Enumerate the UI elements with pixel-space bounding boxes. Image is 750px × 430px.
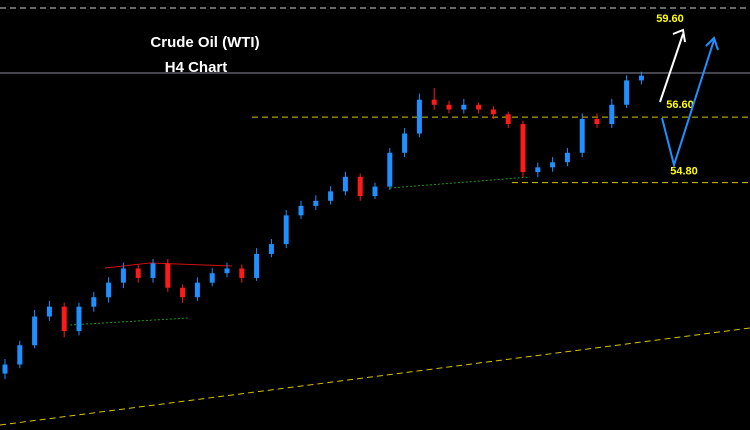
candle-body [342,176,348,192]
candle-body [17,345,23,365]
candle-body [520,124,526,173]
candle-body [239,268,245,278]
candle-body [431,99,437,105]
candle-body [461,104,467,110]
level-label: 56.60 [666,99,694,111]
candle-body [505,114,511,125]
candle-body [638,75,644,81]
level-label: 59.60 [656,13,684,25]
trend-line [0,327,750,426]
candle-body [194,282,200,298]
resistance-line [104,262,233,269]
candle-body [372,186,378,197]
candle-body [624,80,630,105]
support-dots [389,176,531,189]
candle-body [76,306,82,332]
candle-body [32,316,38,346]
candle-body [535,167,541,173]
candle-body [550,162,556,168]
candle-body [357,176,363,197]
candle-body [313,200,319,206]
candle-body [283,215,289,245]
candle-body [402,133,408,153]
plot: 59.60 56.60 54.80 [0,7,750,380]
candle-body [446,104,452,110]
level-label: 54.80 [670,166,698,178]
candle-body [120,268,126,283]
arrow-head [672,28,686,43]
chart-subtitle: H4 Chart [165,59,228,76]
candle-body [579,118,585,153]
candle-body [268,244,274,254]
candle-body [387,152,393,187]
arrow-blue [661,39,715,169]
candle-body [594,118,600,125]
candle-body [91,297,97,307]
candle-body [328,191,334,201]
candle-body [2,364,8,374]
candle-body [150,263,156,278]
chart-title: Crude Oil (WTI) [150,34,259,51]
candle-body [609,104,615,125]
arrow-head [705,36,719,51]
candle-body [209,273,215,283]
candle-body [135,268,141,278]
candle-body [490,109,496,115]
candle-body [298,205,304,216]
arrow-white [659,33,684,103]
candle-body [180,287,186,298]
candle-body [224,268,230,274]
candle-body [61,306,67,332]
candle-body [165,263,171,288]
candle-body [476,104,482,110]
candle-body [106,282,112,298]
candle-body [416,99,422,134]
candle-body [564,152,570,163]
candle-body [46,306,52,317]
candle-body [254,253,260,278]
